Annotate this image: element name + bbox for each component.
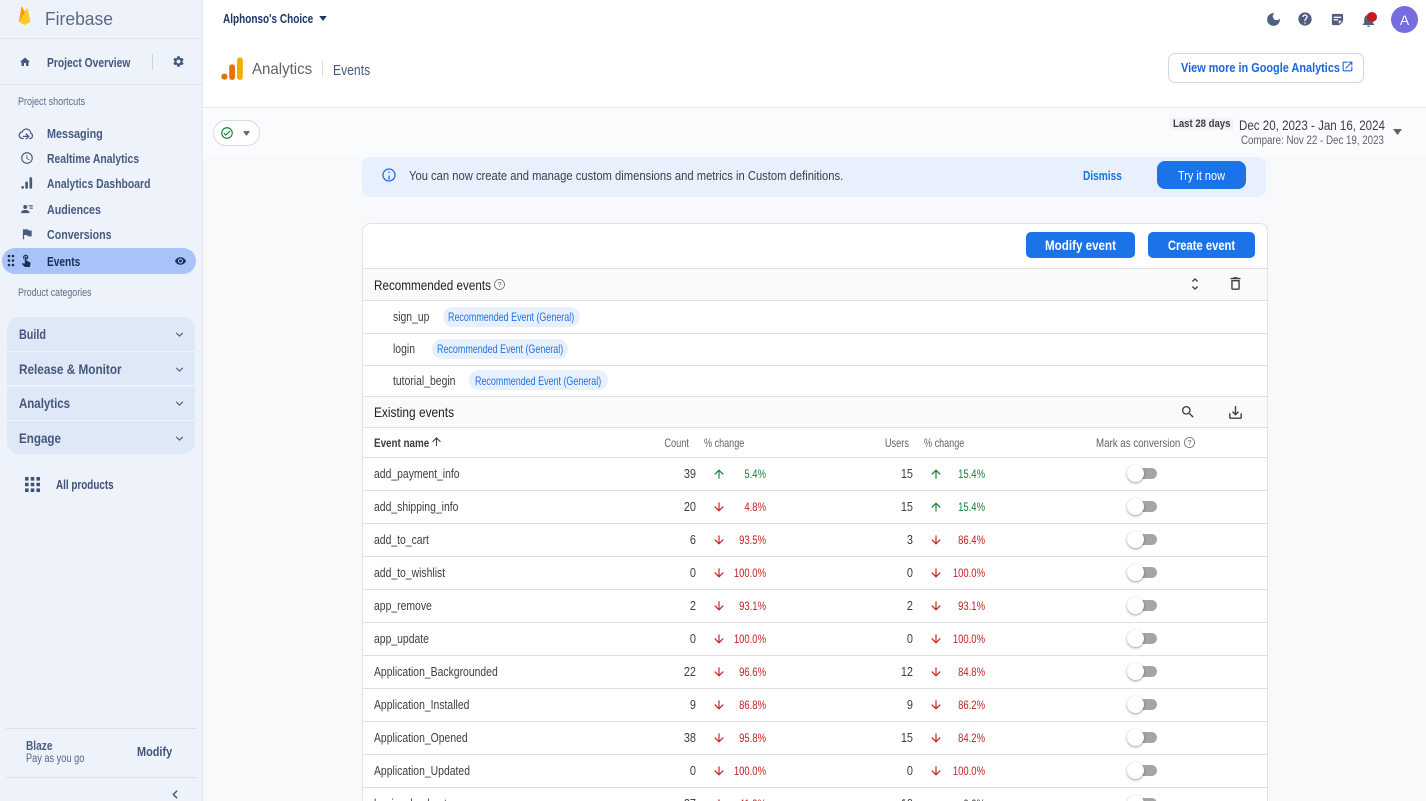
- svg-text:?: ?: [1187, 438, 1191, 447]
- svg-text:?: ?: [497, 280, 501, 289]
